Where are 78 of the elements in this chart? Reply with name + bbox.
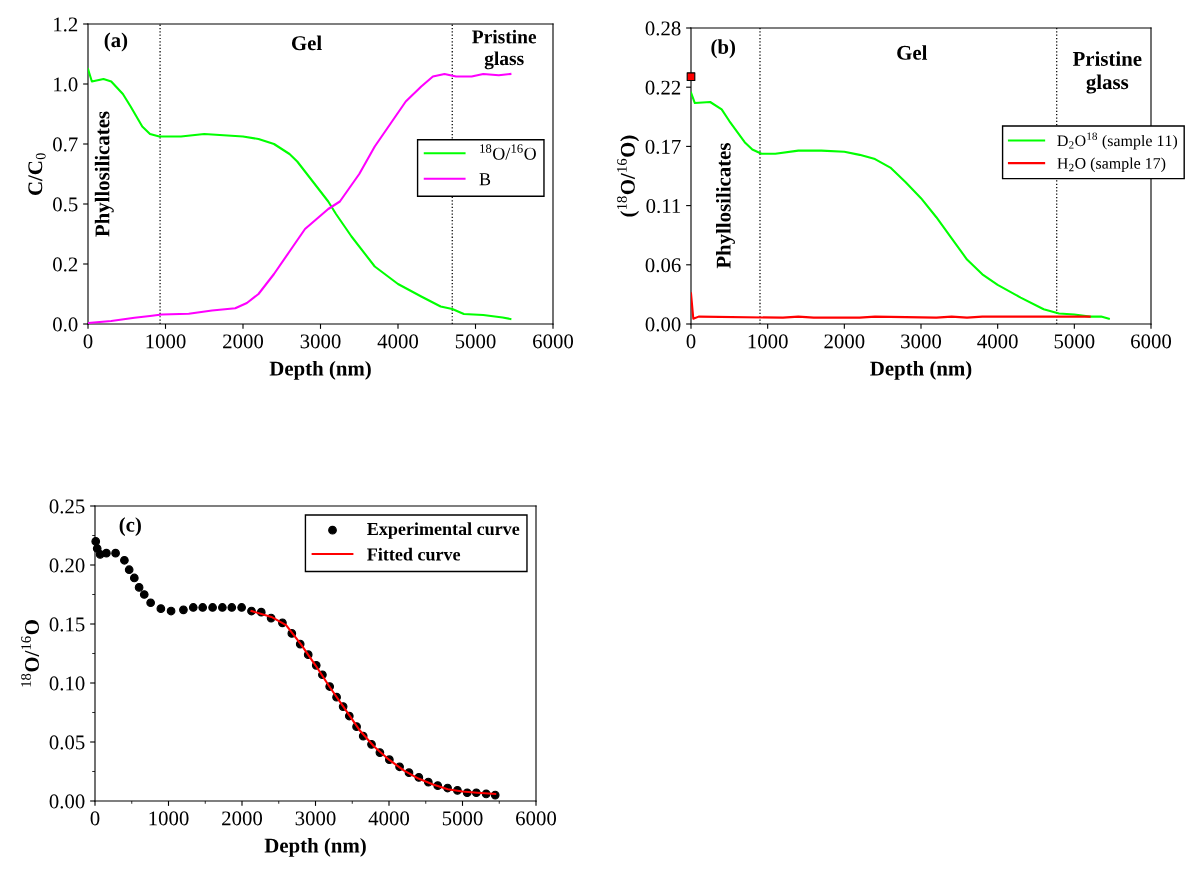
annotation: Gel xyxy=(291,35,322,51)
x-tick-label: 1000 xyxy=(149,811,189,826)
annotation: Gel xyxy=(897,45,928,60)
x-axis-title: Depth (nm) xyxy=(264,837,366,857)
annotation: (a) xyxy=(104,32,128,52)
x-tick-label: 2000 xyxy=(222,811,263,826)
x-tick-label: 3000 xyxy=(300,334,341,349)
point xyxy=(124,565,134,575)
x-tick-label: 4000 xyxy=(377,334,419,349)
annotation: Pristine glass xyxy=(1072,51,1142,94)
y-tick-label: 0.2 xyxy=(53,257,78,272)
point xyxy=(139,590,149,599)
annotation: (c) xyxy=(119,517,141,537)
x-tick-label: 5000 xyxy=(442,811,483,826)
y-axis-title: ($^{18}$O/$^{16}$O) xyxy=(616,135,640,217)
y-tick-label: 0.7 xyxy=(53,137,78,152)
x-tick-label: 0 xyxy=(83,334,93,349)
x-tick-label: 5000 xyxy=(1054,334,1095,349)
x-tick-label: 1000 xyxy=(146,334,186,349)
y-tick-label: 0.5 xyxy=(53,197,78,212)
x-tick-label: 2000 xyxy=(223,334,264,349)
point xyxy=(129,573,139,583)
annotation: (b) xyxy=(711,39,736,59)
legend-label: H$_{2}$O (sample 17) xyxy=(1057,157,1166,172)
point xyxy=(120,555,129,565)
point xyxy=(166,606,176,616)
point xyxy=(179,605,188,615)
y-tick-label: 1.0 xyxy=(54,77,78,92)
x-tick-label: 6000 xyxy=(1131,334,1172,349)
point xyxy=(146,598,155,608)
annotation: Phyllosilicates xyxy=(716,143,735,269)
legend-label: $^{18}$O/$^{16}$O xyxy=(480,144,536,160)
y-tick-label: 0.0 xyxy=(53,317,78,332)
y-tick-label: 0.25 xyxy=(49,499,85,514)
point xyxy=(156,604,166,614)
x-tick-label: 3000 xyxy=(901,334,942,349)
point xyxy=(102,548,111,558)
y-tick-label: 0.15 xyxy=(49,617,85,632)
legend-label: Experimental curve xyxy=(367,522,520,539)
y-tick-label: 0.11 xyxy=(646,198,681,214)
point xyxy=(237,603,246,612)
legend-label: B xyxy=(479,173,491,186)
y-tick-label: 0.00 xyxy=(645,317,681,332)
y-axis-title: C/C$_{0}$ xyxy=(28,153,46,195)
y-tick-label: 0.05 xyxy=(49,735,85,750)
x-tick-label: 0 xyxy=(686,334,696,349)
x-tick-label: 3000 xyxy=(295,811,336,826)
y-tick-label: 0.20 xyxy=(49,558,85,573)
legend-label: Fitted curve xyxy=(367,547,461,561)
y-tick-label: 0.10 xyxy=(49,676,85,691)
x-tick-label: 5000 xyxy=(455,334,496,349)
point xyxy=(134,583,144,592)
x-tick-label: 2000 xyxy=(824,334,865,349)
point xyxy=(111,548,120,558)
x-tick-label: 6000 xyxy=(533,334,574,349)
x-axis-title: Depth (nm) xyxy=(269,360,371,380)
y-axis-title: $^{18}$O/$^{16}$O xyxy=(21,620,39,687)
point xyxy=(208,603,217,612)
x-tick-label: 0 xyxy=(90,811,100,826)
x-axis-title: Depth (nm) xyxy=(870,360,972,380)
annotation: Pristine glass xyxy=(472,29,537,70)
y-tick-label: 0.00 xyxy=(49,794,85,809)
y-tick-label: 0.22 xyxy=(645,80,681,95)
y-tick-label: 0.28 xyxy=(645,21,681,36)
legend-label: D$_{2}$O$^{18}$ (sample 11) xyxy=(1057,132,1178,150)
point xyxy=(198,603,208,612)
y-tick-label: 1.2 xyxy=(54,17,78,32)
y-tick-label: 0.17 xyxy=(645,139,681,154)
line-series xyxy=(691,292,1091,320)
x-tick-label: 1000 xyxy=(748,334,788,349)
x-tick-label: 6000 xyxy=(516,811,557,826)
y-tick-label: 0.06 xyxy=(645,258,681,273)
point xyxy=(188,603,198,612)
annotation: Phyllosilicates xyxy=(94,111,114,237)
point xyxy=(218,603,227,612)
x-tick-label: 4000 xyxy=(368,811,410,826)
point xyxy=(227,603,237,612)
x-tick-label: 4000 xyxy=(977,334,1018,349)
